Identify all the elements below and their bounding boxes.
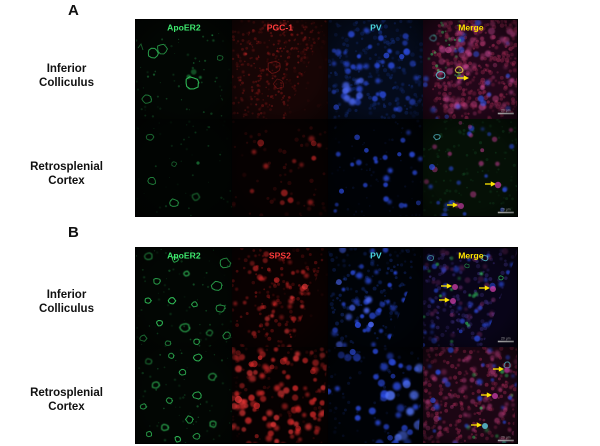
svg-text:PGC-1: PGC-1 bbox=[267, 23, 293, 33]
svg-text:ApoER2: ApoER2 bbox=[167, 23, 201, 33]
svg-text:PV: PV bbox=[370, 23, 382, 33]
svg-text:Merge: Merge bbox=[458, 251, 484, 261]
svg-text:Merge: Merge bbox=[458, 23, 484, 33]
svg-text:ApoER2: ApoER2 bbox=[167, 251, 201, 261]
svg-text:PV: PV bbox=[370, 251, 382, 261]
svg-text:SPS2: SPS2 bbox=[269, 251, 291, 261]
